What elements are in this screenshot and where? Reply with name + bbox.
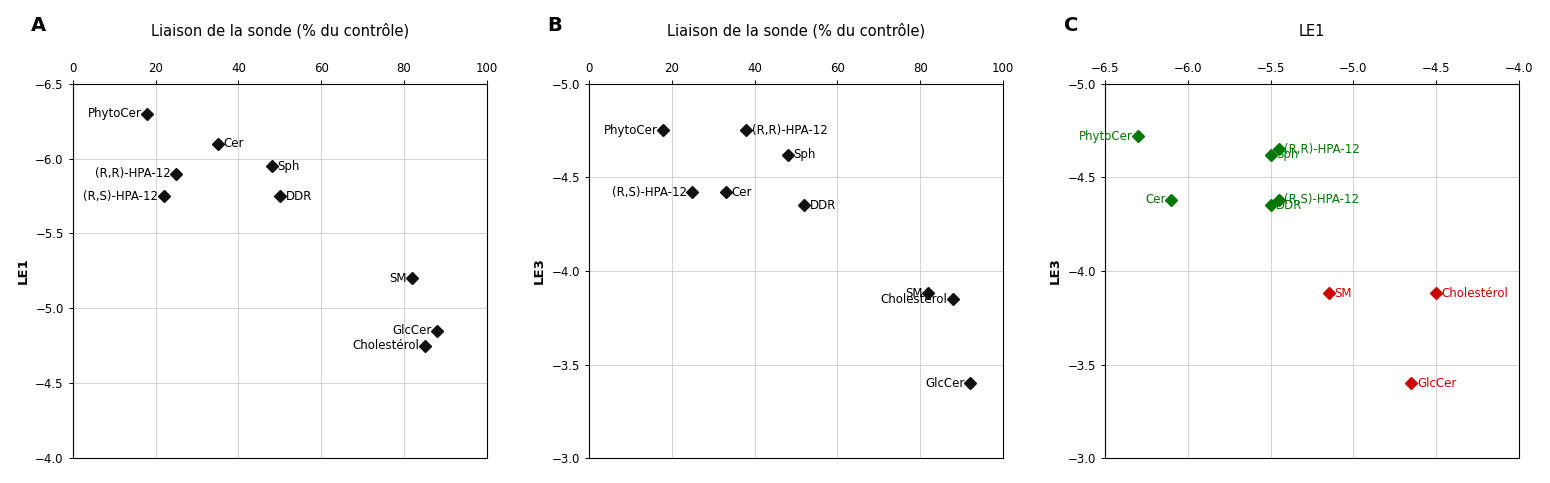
Text: A: A xyxy=(31,16,46,35)
Text: DDR: DDR xyxy=(285,189,312,202)
Text: Cer: Cer xyxy=(732,186,752,199)
Text: (R,R)-HPA-12: (R,R)-HPA-12 xyxy=(95,167,170,180)
Text: DDR: DDR xyxy=(1276,199,1302,212)
Text: Cholestérol: Cholestérol xyxy=(1442,287,1508,300)
Text: Sph: Sph xyxy=(277,159,299,172)
Text: Liaison de la sonde (% du contrôle): Liaison de la sonde (% du contrôle) xyxy=(666,23,925,39)
Text: B: B xyxy=(547,16,563,35)
Text: Liaison de la sonde (% du contrôle): Liaison de la sonde (% du contrôle) xyxy=(150,23,409,39)
Y-axis label: LE3: LE3 xyxy=(533,257,546,284)
Text: (R,S)-HPA-12: (R,S)-HPA-12 xyxy=(1285,193,1359,206)
Text: SM: SM xyxy=(905,287,922,300)
Text: PhytoCer: PhytoCer xyxy=(1079,129,1133,142)
Text: GlcCer: GlcCer xyxy=(392,325,431,338)
Text: GlcCer: GlcCer xyxy=(925,377,964,390)
Text: Cer: Cer xyxy=(223,137,243,150)
Text: C: C xyxy=(1063,16,1077,35)
Text: PhytoCer: PhytoCer xyxy=(88,107,141,120)
Text: LE1: LE1 xyxy=(1299,24,1325,39)
Text: (R,R)-HPA-12: (R,R)-HPA-12 xyxy=(1285,142,1361,156)
Text: SM: SM xyxy=(1335,287,1352,300)
Text: SM: SM xyxy=(389,272,406,285)
Text: Sph: Sph xyxy=(1276,148,1299,161)
Text: Cholestérol: Cholestérol xyxy=(880,293,947,306)
Text: (R,S)-HPA-12: (R,S)-HPA-12 xyxy=(84,189,158,202)
Text: GlcCer: GlcCer xyxy=(1417,377,1457,390)
Text: DDR: DDR xyxy=(809,199,835,212)
Text: PhytoCer: PhytoCer xyxy=(604,124,657,137)
Text: Cholestérol: Cholestérol xyxy=(352,340,419,353)
Y-axis label: LE1: LE1 xyxy=(17,257,29,284)
Y-axis label: LE3: LE3 xyxy=(1049,257,1062,284)
Text: (R,R)-HPA-12: (R,R)-HPA-12 xyxy=(752,124,828,137)
Text: Sph: Sph xyxy=(794,148,815,161)
Text: (R,S)-HPA-12: (R,S)-HPA-12 xyxy=(612,186,687,199)
Text: Cer: Cer xyxy=(1145,193,1166,206)
